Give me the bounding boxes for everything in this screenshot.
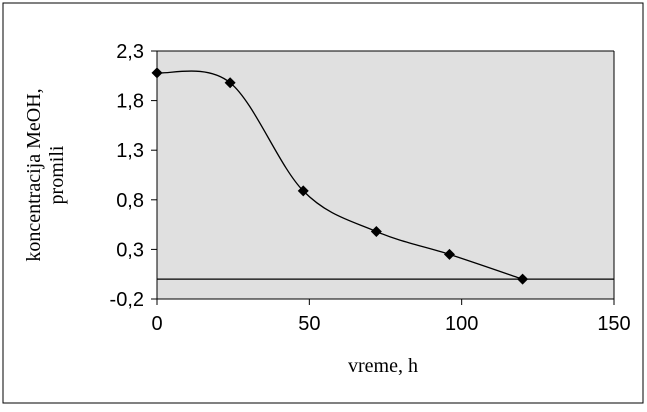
y-tick-label: 1,3: [116, 140, 144, 162]
x-tick-label: 50: [298, 313, 320, 335]
data-point: [224, 77, 236, 89]
x-tick-label: 100: [445, 313, 478, 335]
data-point: [370, 226, 382, 238]
data-point: [297, 185, 309, 197]
x-tick-label: 0: [151, 313, 162, 335]
y-axis-title-line1: koncentracija MeOH,: [23, 88, 45, 261]
x-tick-label: 150: [597, 313, 630, 335]
y-tick-label: 0,8: [116, 190, 144, 212]
y-tick-label: 0,3: [116, 239, 144, 261]
y-ticks: -0,2 0,3 0,8 1,3 1,8 2,3: [110, 41, 157, 311]
x-axis-title: vreme, h: [348, 355, 418, 377]
y-axis-title-line2: promili: [46, 145, 68, 204]
data-point: [517, 273, 529, 285]
y-tick-label: 2,3: [116, 41, 144, 63]
x-ticks: 0 50 100 150: [151, 299, 631, 335]
plot-area: [157, 51, 614, 299]
y-tick-label: -0,2: [110, 289, 144, 311]
data-point: [151, 67, 163, 79]
y-tick-label: 1,8: [116, 91, 144, 113]
data-point: [443, 248, 455, 260]
data-markers: [151, 67, 529, 285]
